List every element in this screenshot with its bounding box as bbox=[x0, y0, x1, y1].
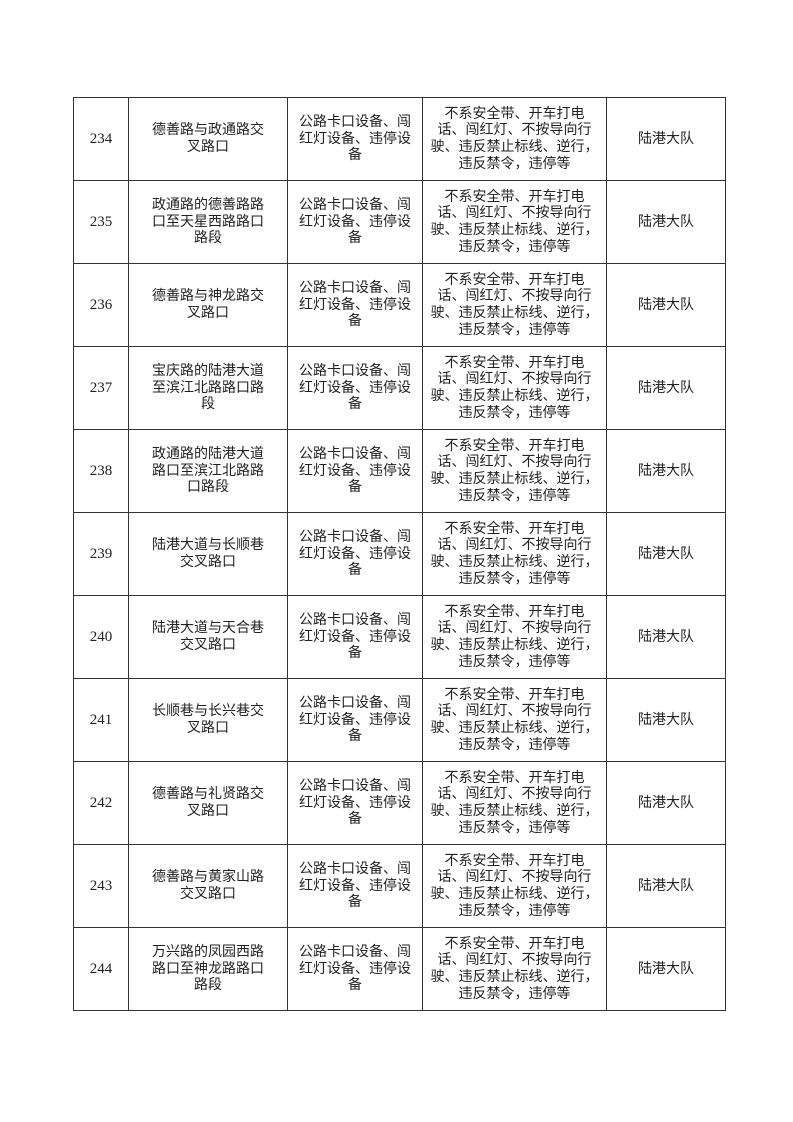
row-number-cell: 244 bbox=[73, 927, 129, 1011]
row-number-cell: 240 bbox=[73, 595, 129, 679]
table-row: 244 万兴路的凤园西路 路口至神龙路路口 路段 公路卡口设备、闯 红灯设备、违停设… bbox=[73, 927, 726, 1011]
row-number-cell: 236 bbox=[73, 263, 129, 347]
row-number-cell: 237 bbox=[73, 346, 129, 430]
table-row: 234 德善路与政通路交 叉路口 公路卡口设备、闯 红灯设备、违停设 备不系安全带、… bbox=[73, 97, 726, 181]
unit-cell: 陆港大队 bbox=[606, 346, 726, 430]
table-row: 240 陆港大道与天合巷 交叉路口 公路卡口设备、闯 红灯设备、违停设 备不系安全带… bbox=[73, 595, 726, 679]
row-number-cell: 239 bbox=[73, 512, 129, 596]
unit-cell: 陆港大队 bbox=[606, 180, 726, 264]
row-number-cell: 243 bbox=[73, 844, 129, 928]
violations-cell: 不系安全带、开车打电 话、闯红灯、不按导向行 驶、违反禁止标线、逆行， 违反禁令… bbox=[422, 97, 607, 181]
table-row: 241 长顺巷与长兴巷交 叉路口 公路卡口设备、闯 红灯设备、违停设 备不系安全带、… bbox=[73, 678, 726, 762]
location-cell: 长顺巷与长兴巷交 叉路口 bbox=[128, 678, 288, 762]
table-row: 237 宝庆路的陆港大道 至滨江北路路口路 段公路卡口设备、闯 红灯设备、违停设 … bbox=[73, 346, 726, 430]
equipment-cell: 公路卡口设备、闯 红灯设备、违停设 备 bbox=[287, 761, 423, 845]
unit-cell: 陆港大队 bbox=[606, 761, 726, 845]
equipment-cell: 公路卡口设备、闯 红灯设备、违停设 备 bbox=[287, 346, 423, 430]
violations-cell: 不系安全带、开车打电 话、闯红灯、不按导向行 驶、违反禁止标线、逆行， 违反禁令… bbox=[422, 512, 607, 596]
violations-cell: 不系安全带、开车打电 话、闯红灯、不按导向行 驶、违反禁止标线、逆行， 违反禁令… bbox=[422, 678, 607, 762]
unit-cell: 陆港大队 bbox=[606, 263, 726, 347]
enforcement-equipment-table: 234 德善路与政通路交 叉路口 公路卡口设备、闯 红灯设备、违停设 备不系安全带、… bbox=[73, 97, 726, 1011]
equipment-cell: 公路卡口设备、闯 红灯设备、违停设 备 bbox=[287, 678, 423, 762]
row-number-cell: 241 bbox=[73, 678, 129, 762]
location-cell: 政通路的德善路路 口至天星西路路口 路段 bbox=[128, 180, 288, 264]
unit-cell: 陆港大队 bbox=[606, 595, 726, 679]
violations-cell: 不系安全带、开车打电 话、闯红灯、不按导向行 驶、违反禁止标线、逆行， 违反禁令… bbox=[422, 761, 607, 845]
table-row: 243 德善路与黄家山路 交叉路口 公路卡口设备、闯 红灯设备、违停设 备不系安全带… bbox=[73, 844, 726, 928]
location-cell: 宝庆路的陆港大道 至滨江北路路口路 段 bbox=[128, 346, 288, 430]
unit-cell: 陆港大队 bbox=[606, 927, 726, 1011]
table-row: 239 陆港大道与长顺巷 交叉路口 公路卡口设备、闯 红灯设备、违停设 备不系安全带… bbox=[73, 512, 726, 596]
equipment-cell: 公路卡口设备、闯 红灯设备、违停设 备 bbox=[287, 263, 423, 347]
table-row: 235 政通路的德善路路 口至天星西路路口 路段 公路卡口设备、闯 红灯设备、违停设… bbox=[73, 180, 726, 264]
equipment-cell: 公路卡口设备、闯 红灯设备、违停设 备 bbox=[287, 97, 423, 181]
unit-cell: 陆港大队 bbox=[606, 97, 726, 181]
unit-cell: 陆港大队 bbox=[606, 678, 726, 762]
table-body: 234 德善路与政通路交 叉路口 公路卡口设备、闯 红灯设备、违停设 备不系安全带、… bbox=[73, 97, 726, 1011]
violations-cell: 不系安全带、开车打电 话、闯红灯、不按导向行 驶、违反禁止标线、逆行， 违反禁令… bbox=[422, 346, 607, 430]
equipment-cell: 公路卡口设备、闯 红灯设备、违停设 备 bbox=[287, 927, 423, 1011]
unit-cell: 陆港大队 bbox=[606, 429, 726, 513]
equipment-cell: 公路卡口设备、闯 红灯设备、违停设 备 bbox=[287, 844, 423, 928]
unit-cell: 陆港大队 bbox=[606, 844, 726, 928]
equipment-cell: 公路卡口设备、闯 红灯设备、违停设 备 bbox=[287, 180, 423, 264]
equipment-cell: 公路卡口设备、闯 红灯设备、违停设 备 bbox=[287, 429, 423, 513]
location-cell: 德善路与礼贤路交 叉路口 bbox=[128, 761, 288, 845]
location-cell: 德善路与神龙路交 叉路口 bbox=[128, 263, 288, 347]
table-row: 238 政通路的陆港大道 路口至滨江北路路 口路段 公路卡口设备、闯 红灯设备、违停… bbox=[73, 429, 726, 513]
equipment-cell: 公路卡口设备、闯 红灯设备、违停设 备 bbox=[287, 512, 423, 596]
violations-cell: 不系安全带、开车打电 话、闯红灯、不按导向行 驶、违反禁止标线、逆行， 违反禁令… bbox=[422, 595, 607, 679]
location-cell: 政通路的陆港大道 路口至滨江北路路 口路段 bbox=[128, 429, 288, 513]
violations-cell: 不系安全带、开车打电 话、闯红灯、不按导向行 驶、违反禁止标线、逆行， 违反禁令… bbox=[422, 844, 607, 928]
row-number-cell: 234 bbox=[73, 97, 129, 181]
violations-cell: 不系安全带、开车打电 话、闯红灯、不按导向行 驶、违反禁止标线、逆行， 违反禁令… bbox=[422, 429, 607, 513]
location-cell: 万兴路的凤园西路 路口至神龙路路口 路段 bbox=[128, 927, 288, 1011]
table-row: 236 德善路与神龙路交 叉路口 公路卡口设备、闯 红灯设备、违停设 备不系安全带、… bbox=[73, 263, 726, 347]
row-number-cell: 235 bbox=[73, 180, 129, 264]
location-cell: 陆港大道与长顺巷 交叉路口 bbox=[128, 512, 288, 596]
location-cell: 陆港大道与天合巷 交叉路口 bbox=[128, 595, 288, 679]
equipment-cell: 公路卡口设备、闯 红灯设备、违停设 备 bbox=[287, 595, 423, 679]
unit-cell: 陆港大队 bbox=[606, 512, 726, 596]
table-row: 242 德善路与礼贤路交 叉路口 公路卡口设备、闯 红灯设备、违停设 备不系安全带、… bbox=[73, 761, 726, 845]
location-cell: 德善路与黄家山路 交叉路口 bbox=[128, 844, 288, 928]
violations-cell: 不系安全带、开车打电 话、闯红灯、不按导向行 驶、违反禁止标线、逆行， 违反禁令… bbox=[422, 263, 607, 347]
row-number-cell: 242 bbox=[73, 761, 129, 845]
violations-cell: 不系安全带、开车打电 话、闯红灯、不按导向行 驶、违反禁止标线、逆行， 违反禁令… bbox=[422, 180, 607, 264]
violations-cell: 不系安全带、开车打电 话、闯红灯、不按导向行 驶、违反禁止标线、逆行， 违反禁令… bbox=[422, 927, 607, 1011]
row-number-cell: 238 bbox=[73, 429, 129, 513]
location-cell: 德善路与政通路交 叉路口 bbox=[128, 97, 288, 181]
